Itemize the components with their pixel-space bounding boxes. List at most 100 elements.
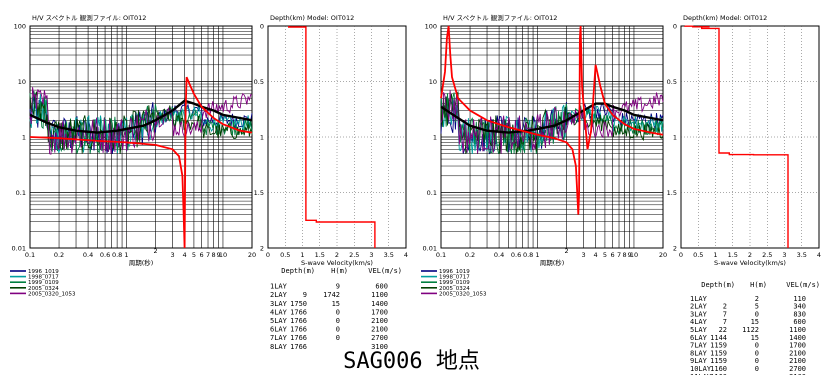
hv-xtick-label: 0.8 xyxy=(523,251,533,259)
table-layer-depth: 1159 xyxy=(710,342,727,350)
table-layer-name: 1LAY xyxy=(690,295,708,303)
table-layer-thickness: 0 xyxy=(336,334,340,342)
profile-xtick-label: 0.5 xyxy=(280,251,290,259)
hv-xaxis-label: 周期(秒) xyxy=(129,258,154,267)
table-layer-depth: 9 xyxy=(303,291,307,299)
legend-label: 1998_0717 xyxy=(28,275,59,281)
hv-ytick-label: 0.01 xyxy=(12,245,26,253)
profile-plot-title: Depth(km) Model: OIT012 xyxy=(683,14,767,22)
profile-ytick-label: 0.5 xyxy=(254,78,264,86)
profile-xtick-label: 1.5 xyxy=(728,251,738,259)
hv-plot-title: H/V スペクトル 観測ファイル: OIT012 xyxy=(32,13,146,22)
hv-observed-series-line xyxy=(440,90,664,154)
profile-xtick-label: 2.5 xyxy=(349,251,359,259)
profile-ytick-label: 1.5 xyxy=(254,189,264,197)
legend-label: 1999_0109 xyxy=(439,280,470,286)
hv-xtick-label: 3 xyxy=(581,251,585,259)
hv-xtick-label: 9 xyxy=(216,251,220,259)
station-title: SAG006 地点 xyxy=(343,349,480,374)
table-layer-depth: 2 xyxy=(723,303,727,311)
hv-xtick-label: 7 xyxy=(206,251,210,259)
hv-xtick-label: 20 xyxy=(659,251,667,259)
table-layer-name: 5LAY xyxy=(270,317,288,325)
profile-ytick-label: 1 xyxy=(673,134,677,142)
hv-ytick-label: 10 xyxy=(429,78,437,86)
table-layer-name: 3LAY xyxy=(270,300,288,308)
table-layer-velocity: 1100 xyxy=(371,291,388,299)
table-layer-velocity: 3100 xyxy=(371,343,388,351)
legend-label: 2005_0320_1053 xyxy=(439,291,487,297)
hv-xtick-label: 0.4 xyxy=(83,251,93,259)
hv-xtick-label: 5 xyxy=(603,251,607,259)
table-layer-name: 1LAY xyxy=(270,283,288,291)
table-layer-thickness: 0 xyxy=(336,308,340,316)
hv-xtick-label: 5 xyxy=(192,251,196,259)
table-layer-thickness: 15 xyxy=(332,300,340,308)
table-layer-depth: 1766 xyxy=(290,308,307,316)
table-header-thickness: H(m) xyxy=(331,267,348,275)
legend-label: 1996_1019 xyxy=(28,269,59,275)
table-layer-velocity: 3100 xyxy=(789,373,806,375)
table-layer-velocity: 2700 xyxy=(789,365,806,373)
hv-ytick-label: 1 xyxy=(433,134,437,142)
hv-xtick-label: 0.6 xyxy=(100,251,110,259)
table-layer-velocity: 1400 xyxy=(371,300,388,308)
table-layer-depth: 1160 xyxy=(710,365,727,373)
profile-xaxis-label: S-wave Velocity(km/s) xyxy=(301,259,373,267)
table-header-velocity: VEL(m/s) xyxy=(786,281,820,289)
table-layer-thickness: 0 xyxy=(336,317,340,325)
profile-xtick-label: 4 xyxy=(404,251,408,259)
profile-xtick-label: 3.5 xyxy=(797,251,807,259)
hv-xtick-label: 0.8 xyxy=(112,251,122,259)
table-layer-depth: 7 xyxy=(723,318,727,326)
hv-ytick-label: 1 xyxy=(22,134,26,142)
table-layer-thickness: 0 xyxy=(755,310,759,318)
profile-velocity-step-line xyxy=(288,26,376,248)
hv-xtick-label: 10 xyxy=(630,251,638,259)
table-layer-depth: 22 xyxy=(719,326,727,334)
legend-label: 2005_0324 xyxy=(439,286,470,292)
table-header-depth: Depth(m) xyxy=(701,281,735,289)
legend-label: 1998_0717 xyxy=(439,275,470,281)
table-layer-velocity: 1700 xyxy=(371,308,388,316)
hv-xtick-label: 0.2 xyxy=(54,251,64,259)
hv-average-curve xyxy=(29,99,253,134)
hv-xtick-label: 4 xyxy=(182,251,186,259)
table-layer-depth: 1766 xyxy=(290,334,307,342)
profile-xtick-label: 2.5 xyxy=(762,251,772,259)
legend-label: 2005_0320_1053 xyxy=(28,291,76,297)
hv-ytick-label: 0.1 xyxy=(16,189,26,197)
table-layer-velocity: 2100 xyxy=(789,357,806,365)
table-header-thickness: H(m) xyxy=(750,281,767,289)
hv-xtick-label: 6 xyxy=(199,251,203,259)
hv-ytick-label: 0.01 xyxy=(423,245,437,253)
hv-model-curve xyxy=(440,25,664,215)
table-layer-name: 8LAY xyxy=(270,343,288,351)
hv-xtick-label: 4 xyxy=(593,251,597,259)
table-layer-depth: 1766 xyxy=(290,317,307,325)
table-layer-thickness: 9 xyxy=(336,283,340,291)
hv-xtick-label: 8 xyxy=(623,251,627,259)
table-layer-velocity: 830 xyxy=(793,310,806,318)
profile-xtick-label: 0 xyxy=(266,251,270,259)
hv-xtick-label: 7 xyxy=(617,251,621,259)
hv-observed-series-line xyxy=(440,90,664,154)
hv-xaxis-label: 周期(秒) xyxy=(540,258,565,267)
profile-xtick-label: 1 xyxy=(300,251,304,259)
table-layer-depth: 7 xyxy=(723,310,727,318)
profile-xtick-label: 2 xyxy=(748,251,752,259)
table-layer-name: 3LAY xyxy=(690,310,708,318)
table-layer-thickness: 0 xyxy=(755,342,759,350)
profile-xtick-label: 3.5 xyxy=(384,251,394,259)
table-layer-velocity: 1100 xyxy=(789,326,806,334)
table-layer-velocity: 110 xyxy=(793,295,806,303)
profile-ytick-label: 2 xyxy=(673,245,677,253)
hv-xtick-label: 0.1 xyxy=(25,251,35,259)
table-layer-thickness: 0 xyxy=(336,326,340,334)
hv-ytick-label: 0.1 xyxy=(427,189,437,197)
table-layer-thickness: 5 xyxy=(755,303,759,311)
hv-xtick-label: 3 xyxy=(170,251,174,259)
hv-xtick-label: 0.6 xyxy=(511,251,521,259)
hv-xtick-label: 2 xyxy=(564,247,568,255)
